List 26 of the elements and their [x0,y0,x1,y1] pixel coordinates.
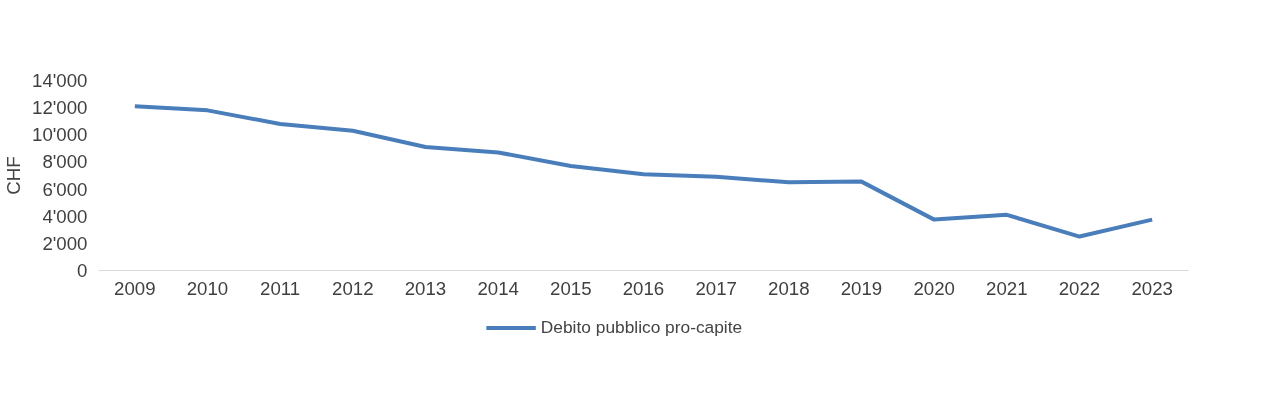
line-series [132,104,1155,239]
y-tick-label: 14'000 [32,70,88,91]
y-tick-label: 12'000 [32,97,88,119]
x-tick-label: 2010 [186,277,229,299]
y-tick-label: 0 [77,260,88,281]
x-tick-label: 2019 [840,277,883,299]
x-tick-label: 2011 [260,277,301,299]
x-tick-label: 2016 [622,277,665,299]
y-tick-label: 10'000 [32,124,88,146]
y-axis-title: CHF [3,156,25,195]
x-tick-label: 2018 [768,277,810,299]
x-tick-label: 2014 [477,277,519,299]
x-tick-label: 2013 [404,277,447,299]
y-tick-label: 8'000 [42,151,88,173]
x-tick-label: 2009 [114,277,156,299]
x-tick-label: 2017 [695,277,737,299]
x-tick-label: 2023 [1131,277,1173,299]
x-tick-label: 2020 [913,277,955,299]
x-tick-label: 2012 [332,277,374,299]
legend-label: Debito pubblico pro-capite [540,316,743,338]
x-tick-label: 2021 [986,277,1028,299]
y-tick-label: 2'000 [42,232,88,254]
x-tick-label: 2015 [550,277,592,299]
y-tick-label: 6'000 [42,178,88,200]
y-tick-label: 4'000 [42,205,88,227]
x-tick-label: 2022 [1058,277,1101,299]
